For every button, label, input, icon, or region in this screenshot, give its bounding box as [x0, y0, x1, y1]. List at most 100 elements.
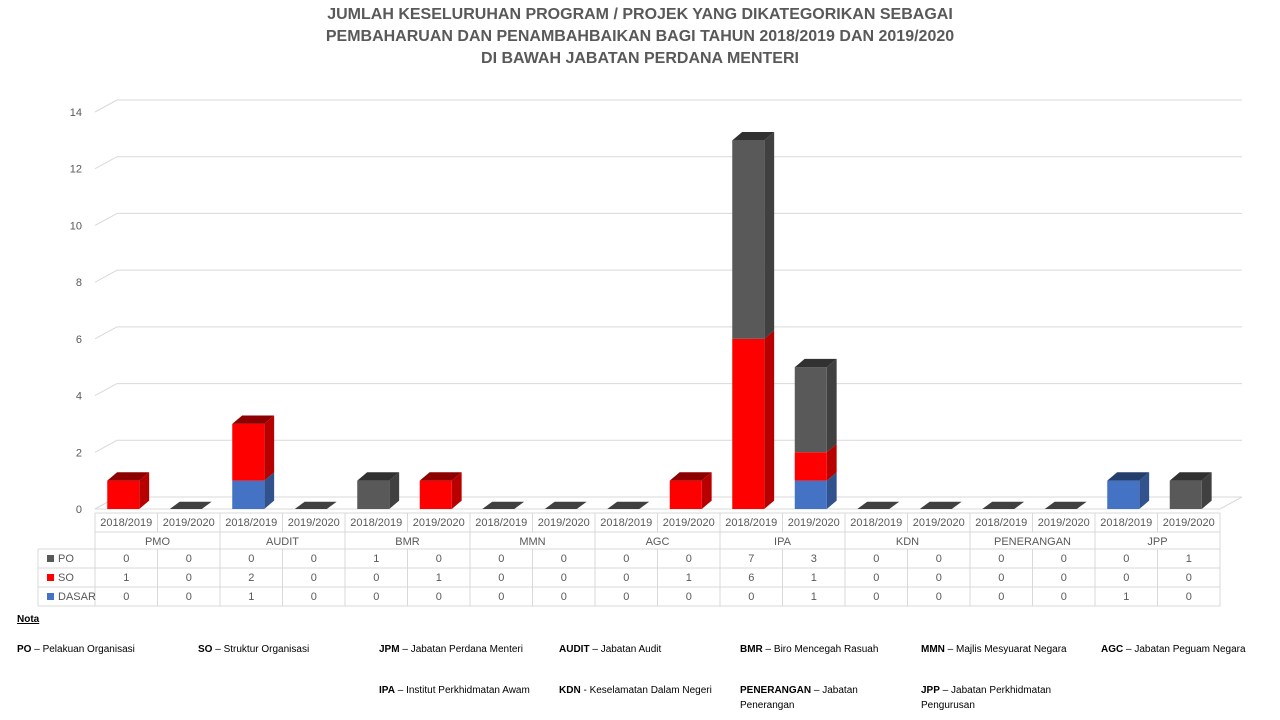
group-label: BMR: [395, 536, 420, 548]
x-tick-label: 2018/2019: [475, 517, 527, 529]
y-tick-label: 2: [76, 447, 82, 459]
table-value: 0: [873, 572, 879, 584]
bar-side-po: [764, 131, 775, 339]
bar-top-so: [232, 415, 275, 424]
note-agc: AGC – Jabatan Peguam Negara: [1101, 644, 1246, 655]
legend-label-po: PO: [58, 553, 74, 565]
note-desc: Jabatan Perkhidmatan Pengurusan: [921, 685, 1052, 711]
gridline-diagonal: [94, 156, 118, 170]
bar-side-so: [264, 415, 275, 481]
y-tick-label: 12: [70, 164, 82, 176]
table-value: 0: [936, 572, 942, 584]
table-value: 1: [1123, 591, 1129, 603]
bar-po: [794, 367, 827, 453]
bar-so: [419, 480, 452, 509]
notes-heading: Nota: [17, 614, 40, 625]
table-value: 0: [623, 572, 629, 584]
group-label: KDN: [896, 536, 919, 548]
group-label: IPA: [774, 536, 792, 548]
table-value: 0: [248, 553, 254, 565]
table-value: 1: [686, 572, 692, 584]
group-label: AGC: [646, 536, 670, 548]
bar-top-dasar: [1107, 472, 1150, 481]
note-desc: Pelakuan Organisasi: [42, 644, 135, 655]
table-value: 0: [1123, 553, 1129, 565]
y-tick-label: 0: [76, 504, 82, 516]
bar-zero-cap: [1044, 501, 1087, 509]
bar-zero-cap: [294, 501, 337, 509]
bar-top-po: [1169, 472, 1212, 481]
bar-so: [107, 480, 140, 509]
note-desc: Struktur Organisasi: [223, 644, 310, 655]
x-tick-label: 2019/2020: [663, 517, 715, 529]
table-value: 0: [936, 591, 942, 603]
bar-side-so: [451, 472, 462, 509]
chart-title: JUMLAH KESELURUHAN PROGRAM / PROJEK YANG…: [0, 4, 1280, 70]
bar-side-dasar: [826, 472, 837, 509]
gridline-diagonal: [94, 269, 118, 283]
table-value: 1: [248, 591, 254, 603]
bar-so: [732, 338, 765, 509]
note-abbr: PO: [17, 644, 32, 655]
x-tick-label: 2018/2019: [225, 517, 277, 529]
group-label: PMO: [145, 536, 171, 548]
x-tick-label: 2018/2019: [1100, 517, 1152, 529]
x-tick-label: 2019/2020: [788, 517, 840, 529]
y-tick-label: 8: [76, 277, 82, 289]
legend-label-dasar: DASAR: [58, 591, 96, 603]
bar-so: [232, 423, 265, 481]
bar-dasar: [232, 480, 265, 509]
table-value: 0: [686, 553, 692, 565]
bar-so: [669, 480, 702, 509]
group-label: JPP: [1147, 536, 1167, 548]
table-value: 0: [373, 572, 379, 584]
table-value: 0: [436, 591, 442, 603]
note-abbr: KDN: [559, 685, 581, 696]
bar-side-so: [701, 472, 712, 509]
note-abbr: MMN: [921, 644, 945, 655]
bar-so: [794, 452, 827, 481]
title-line-1: JUMLAH KESELURUHAN PROGRAM / PROJEK YANG…: [327, 6, 953, 23]
x-tick-label: 2018/2019: [850, 517, 902, 529]
x-tick-label: 2019/2020: [1038, 517, 1090, 529]
note-audit: AUDIT – Jabatan Audit: [559, 644, 662, 655]
bar-dasar: [794, 480, 827, 509]
table-value: 1: [811, 572, 817, 584]
x-tick-label: 2018/2019: [975, 517, 1027, 529]
table-value: 0: [873, 553, 879, 565]
table-value: 0: [936, 553, 942, 565]
note-desc: Biro Mencegah Rasuah: [773, 644, 879, 655]
note-abbr: BMR: [740, 644, 763, 655]
bar-side-po: [389, 472, 400, 509]
group-label: MMN: [519, 536, 545, 548]
table-value: 0: [186, 572, 192, 584]
table-value: 0: [1061, 553, 1067, 565]
bar-top-po: [794, 358, 837, 368]
table-value: 0: [873, 591, 879, 603]
note-abbr: SO: [198, 644, 213, 655]
note-desc: Jabatan Audit: [600, 644, 662, 655]
table-value: 3: [811, 553, 817, 565]
table-value: 0: [686, 591, 692, 603]
table-value: 7: [748, 553, 754, 565]
table-value: 0: [186, 553, 192, 565]
table-value: 0: [998, 572, 1004, 584]
y-tick-label: 6: [76, 334, 82, 346]
bar-side-po: [826, 358, 837, 453]
note-mmn: MMN – Majlis Mesyuarat Negara: [921, 644, 1067, 655]
bar-po: [357, 480, 390, 509]
note-desc: Institut Perkhidmatan Awam: [406, 685, 530, 696]
table-value: 1: [436, 572, 442, 584]
bar-side-dasar: [264, 472, 275, 509]
y-tick-label: 4: [76, 391, 82, 403]
table-value: 0: [123, 591, 129, 603]
note-penerangan: PENERANGAN – Jabatan Penerangan: [740, 685, 858, 711]
table-value: 0: [311, 572, 317, 584]
legend-swatch-so: [47, 574, 54, 581]
table-value: 1: [123, 572, 129, 584]
bar-top-po: [357, 472, 400, 481]
legend-swatch-dasar: [47, 593, 54, 600]
bar-side-dasar: [1139, 472, 1150, 509]
gridline-diagonal: [94, 326, 118, 340]
